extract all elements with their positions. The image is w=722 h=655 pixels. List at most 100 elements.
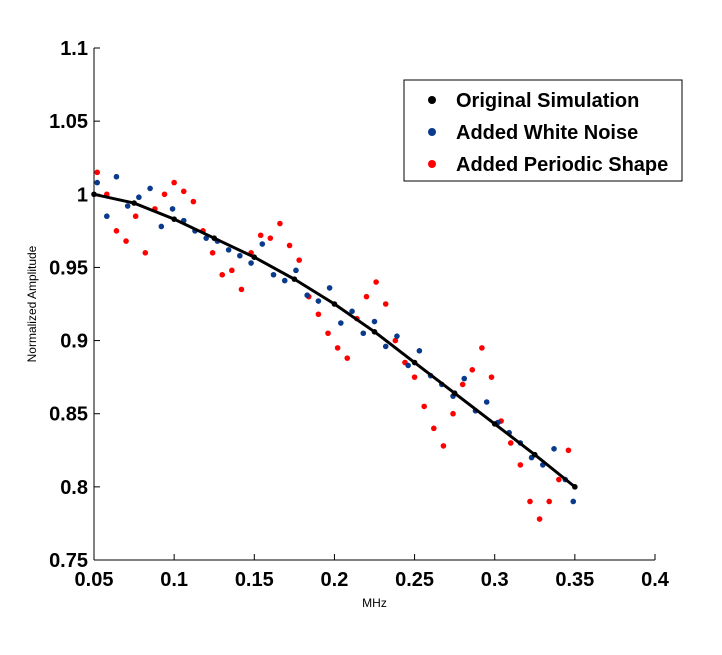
data-point bbox=[94, 169, 101, 176]
data-point bbox=[556, 476, 562, 483]
data-point bbox=[304, 292, 310, 299]
data-point bbox=[411, 359, 418, 366]
legend-marker bbox=[428, 160, 436, 168]
data-point bbox=[491, 421, 498, 427]
data-point bbox=[237, 252, 243, 259]
series-2 bbox=[94, 169, 572, 522]
original-simulation-line bbox=[93, 192, 576, 489]
data-point bbox=[451, 390, 458, 397]
x-tick-label: 0.2 bbox=[321, 569, 349, 591]
axes: 0.05 0.1 0.15 0.2 0.25 0.3 0.35 0.4 0.75 0.8 0.85 0… bbox=[25, 38, 670, 610]
legend: Original Simulation Added White Noise Adde… bbox=[403, 79, 683, 182]
data-point bbox=[536, 516, 543, 522]
x-tick-label: 0.4 bbox=[641, 569, 670, 591]
data-point bbox=[132, 213, 139, 220]
data-point bbox=[326, 285, 333, 291]
legend-marker bbox=[428, 96, 436, 104]
data-point bbox=[219, 271, 226, 278]
data-point bbox=[211, 235, 218, 241]
y-tick-label: 1.05 bbox=[49, 111, 88, 133]
data-point bbox=[169, 206, 176, 212]
data-point bbox=[286, 242, 293, 249]
data-point bbox=[147, 185, 153, 192]
data-point bbox=[94, 179, 101, 186]
data-point bbox=[363, 293, 370, 300]
data-point bbox=[104, 213, 110, 220]
data-point bbox=[416, 348, 423, 354]
data-point bbox=[338, 320, 344, 326]
data-point bbox=[209, 250, 216, 256]
data-point bbox=[124, 203, 131, 209]
plot-area bbox=[91, 169, 578, 522]
data-point bbox=[373, 279, 379, 285]
data-point bbox=[411, 374, 418, 380]
data-point bbox=[136, 194, 142, 201]
data-point bbox=[171, 216, 177, 222]
legend-label: Added Periodic Shape bbox=[456, 154, 668, 176]
legend-label: Original Simulation bbox=[456, 90, 639, 112]
data-point bbox=[158, 223, 165, 230]
y-tick-label: 0.85 bbox=[49, 404, 88, 426]
y-axis-title: Normalized Amplitude bbox=[25, 245, 39, 362]
data-point bbox=[296, 257, 302, 263]
y-tick-label: 0.75 bbox=[49, 550, 88, 572]
data-point bbox=[450, 410, 456, 417]
y-tick-label: 1.1 bbox=[60, 38, 88, 60]
legend-label: Added White Noise bbox=[456, 122, 638, 144]
data-point bbox=[225, 247, 232, 253]
data-point bbox=[277, 220, 283, 227]
series-0 bbox=[91, 191, 578, 490]
data-point bbox=[251, 254, 258, 260]
y-tick-label: 1 bbox=[77, 184, 88, 206]
x-axis-title: MHz bbox=[362, 596, 387, 610]
data-point bbox=[257, 232, 264, 239]
data-point bbox=[344, 355, 351, 361]
data-point bbox=[551, 446, 557, 452]
data-point bbox=[331, 301, 338, 307]
data-point bbox=[229, 267, 235, 274]
data-point bbox=[161, 191, 168, 198]
data-point bbox=[259, 241, 266, 247]
data-point bbox=[469, 367, 476, 373]
data-point bbox=[461, 375, 468, 382]
x-tick-label: 0.35 bbox=[555, 569, 594, 591]
data-point bbox=[459, 381, 466, 388]
data-point bbox=[293, 267, 299, 274]
data-point bbox=[334, 345, 341, 351]
data-point bbox=[315, 311, 322, 318]
data-point bbox=[131, 200, 137, 206]
data-point bbox=[488, 374, 495, 380]
data-point bbox=[281, 277, 288, 284]
data-point bbox=[565, 447, 572, 454]
data-point bbox=[527, 498, 533, 505]
data-point bbox=[180, 188, 187, 195]
x-tick-label: 0.25 bbox=[395, 569, 434, 591]
data-point bbox=[142, 250, 149, 256]
data-point bbox=[517, 462, 524, 468]
data-point bbox=[440, 443, 447, 449]
y-tick-label: 0.9 bbox=[60, 331, 88, 353]
data-point bbox=[546, 498, 553, 505]
data-point bbox=[315, 298, 322, 304]
data-point bbox=[113, 173, 120, 180]
x-tick-label: 0.3 bbox=[481, 569, 509, 591]
data-point bbox=[267, 235, 274, 241]
y-tick-label: 0.95 bbox=[49, 257, 88, 279]
data-point bbox=[371, 328, 378, 335]
data-point bbox=[570, 498, 577, 505]
series-1 bbox=[94, 173, 577, 505]
data-point bbox=[171, 179, 177, 186]
data-point bbox=[360, 330, 367, 337]
data-point bbox=[405, 362, 411, 369]
data-point bbox=[349, 308, 355, 315]
data-point bbox=[421, 403, 427, 410]
data-point bbox=[248, 260, 254, 266]
data-point bbox=[392, 337, 399, 344]
legend-box bbox=[403, 79, 683, 182]
data-point bbox=[382, 343, 389, 350]
data-point bbox=[483, 399, 490, 405]
data-point bbox=[238, 286, 245, 293]
data-point bbox=[394, 333, 400, 339]
data-point bbox=[270, 271, 277, 278]
